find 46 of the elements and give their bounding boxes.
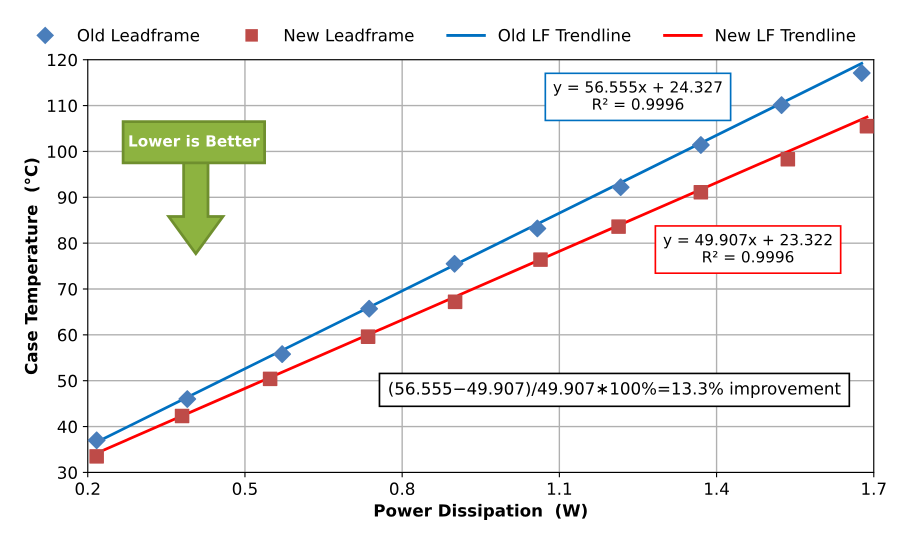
point [360, 329, 376, 344]
y-tick-label: 120 [48, 54, 77, 66]
y-tick-label: 60 [58, 328, 77, 342]
x-tick-label: 0.8 [390, 482, 414, 496]
point [860, 118, 874, 134]
annotation: (56.555−49.907)/49.907∗100%=13.3% improvement [389, 382, 841, 398]
point [448, 294, 462, 310]
annotation: y = 56.555x + 24.327 R² = 0.9996 [553, 81, 722, 110]
y-axis-title: Case Temperature (°C) [24, 158, 41, 374]
legend-label: Old LF Trendline [498, 28, 630, 42]
point [89, 449, 104, 464]
point [360, 300, 378, 318]
y-tick-label: 40 [58, 420, 77, 434]
y-tick-label: 70 [58, 282, 77, 296]
point [88, 431, 106, 450]
point [852, 64, 871, 82]
point [611, 219, 626, 234]
y-tick-label: 50 [58, 374, 77, 388]
y-tick-label: 100 [48, 145, 77, 158]
x-tick-label: 1.7 [862, 482, 886, 495]
point [262, 372, 278, 386]
y-tick-label: 90 [58, 191, 77, 204]
x-tick-label: 0.2 [76, 482, 100, 496]
point [533, 252, 548, 267]
x-tick-label: 0.5 [232, 482, 257, 496]
point [772, 96, 790, 114]
point [446, 254, 464, 273]
point [694, 184, 708, 200]
legend-label: New LF Trendline [716, 28, 856, 42]
point [273, 345, 292, 364]
x-axis-title: Power Dissipation (W) [374, 504, 587, 520]
legend-label: Old Leadframe [78, 28, 200, 42]
y-tick-label: 110 [48, 100, 77, 112]
point [174, 408, 190, 424]
annotation: y = 49.907x + 23.322 R² = 0.9996 [663, 234, 832, 263]
legend-label: New Leadframe [284, 28, 414, 42]
point [692, 136, 710, 154]
point [780, 152, 796, 167]
point [612, 178, 630, 196]
y-tick-label: 30 [58, 466, 77, 479]
point [178, 390, 196, 408]
x-tick-label: 1.1 [548, 482, 572, 495]
annotation: Lower is Better [129, 134, 260, 147]
y-tick-label: 80 [58, 237, 77, 250]
x-tick-label: 1.4 [705, 482, 729, 495]
point [528, 220, 546, 238]
